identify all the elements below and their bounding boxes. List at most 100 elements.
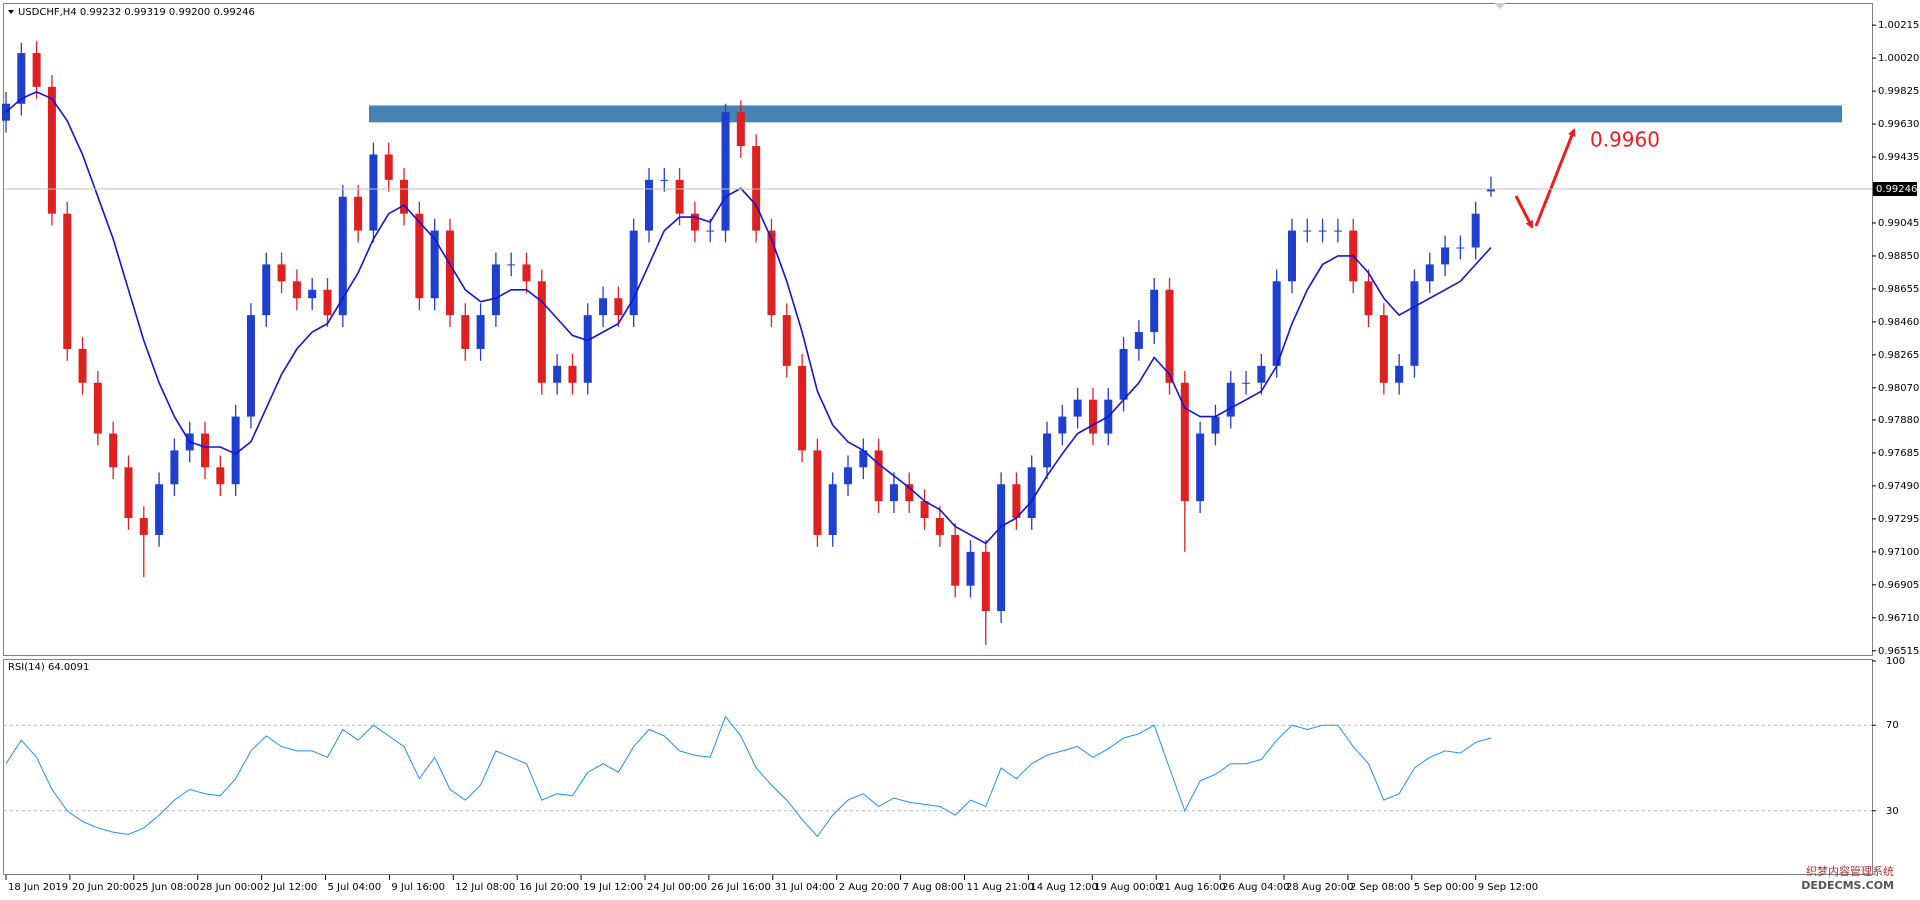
candle-body — [1456, 247, 1465, 249]
candle-body — [246, 315, 255, 417]
candle-body — [1196, 433, 1205, 502]
candle-body — [1441, 247, 1450, 265]
candle-body — [1134, 332, 1143, 349]
y-tick-label: 0.98850 — [1878, 251, 1919, 262]
candle-body — [599, 298, 608, 316]
chart-header: USDCHF,H4 0.99232 0.99319 0.99200 0.9924… — [18, 7, 255, 18]
candle-body — [32, 53, 41, 87]
candle-body — [1180, 382, 1189, 502]
candle-body — [155, 484, 164, 535]
candle-body — [782, 315, 791, 366]
candle-body — [78, 348, 87, 383]
candle-body — [507, 264, 516, 266]
candle-body — [614, 298, 623, 316]
candle-body — [323, 289, 332, 316]
x-tick-label: 5 Jul 04:00 — [328, 882, 382, 893]
rsi-panel — [3, 659, 1873, 875]
candle-body — [537, 281, 546, 383]
y-tick-label: 0.99435 — [1878, 152, 1919, 163]
candle-body — [139, 518, 148, 535]
candle-body — [721, 112, 730, 231]
x-tick-label: 9 Sep 12:00 — [1478, 882, 1538, 893]
candle-body — [430, 230, 439, 299]
arrow-down — [1514, 195, 1534, 229]
candle-body — [920, 501, 929, 519]
menu-arrow — [8, 10, 14, 14]
last-price-label: 0.99246 — [1876, 184, 1917, 195]
candle-body — [675, 179, 684, 214]
candle-body — [170, 450, 179, 485]
candle-body — [706, 230, 715, 232]
candle-body — [308, 289, 317, 299]
candle-body — [2, 103, 10, 121]
y-tick-label: 0.97685 — [1878, 448, 1919, 459]
x-tick-label: 24 Jul 00:00 — [647, 882, 707, 893]
candle-body — [17, 53, 26, 104]
candle-body — [767, 230, 776, 316]
x-tick-label: 7 Aug 08:00 — [903, 882, 964, 893]
candle-body — [1364, 281, 1373, 316]
candle-body — [629, 230, 638, 316]
candle-body — [63, 213, 72, 349]
candle-body — [813, 450, 822, 535]
y-tick-label: 0.97880 — [1878, 415, 1919, 426]
candle-body — [660, 179, 669, 181]
y-tick-label: 0.99825 — [1878, 86, 1919, 97]
candle-body — [752, 146, 761, 231]
candle-body — [1226, 382, 1235, 417]
candle-body — [1073, 399, 1082, 417]
x-tick-label: 20 Jun 20:00 — [72, 882, 136, 893]
candle-body — [354, 196, 363, 231]
candle-body — [109, 433, 118, 468]
y-tick-label: 70 — [1886, 720, 1899, 731]
x-tick-label: 19 Aug 00:00 — [1094, 882, 1161, 893]
y-tick-label: 1.00215 — [1878, 20, 1919, 31]
candle-body — [583, 315, 592, 383]
candle-body — [262, 264, 271, 316]
candle-body — [905, 484, 914, 502]
x-tick-label: 26 Aug 04:00 — [1222, 882, 1289, 893]
candle-body — [981, 551, 990, 612]
candle-body — [1165, 289, 1174, 383]
candle-body — [553, 365, 562, 383]
candle-body — [292, 281, 301, 299]
candle-body — [844, 467, 853, 485]
x-tick-label: 28 Aug 20:00 — [1286, 882, 1353, 893]
x-tick-label: 28 Jun 00:00 — [200, 882, 264, 893]
candle-body — [338, 196, 347, 316]
x-tick-label: 16 Jul 20:00 — [519, 882, 579, 893]
candle-body — [1333, 230, 1342, 232]
candle-body — [47, 86, 56, 214]
candle-body — [1379, 315, 1388, 383]
candle-body — [966, 551, 975, 586]
x-tick-label: 2 Sep 08:00 — [1350, 882, 1410, 893]
x-tick-label: 26 Jul 16:00 — [711, 882, 771, 893]
target-annotation: 0.9960 — [1590, 128, 1660, 152]
y-tick-label: 30 — [1886, 806, 1899, 817]
y-tick-label: 1.00020 — [1878, 53, 1919, 64]
x-tick-label: 11 Aug 21:00 — [967, 882, 1034, 893]
candle-body — [491, 264, 500, 316]
y-tick-label: 100 — [1886, 656, 1905, 667]
y-tick-label: 0.97100 — [1878, 547, 1919, 558]
candle-body — [369, 154, 378, 231]
candle-body — [951, 534, 960, 586]
y-tick-label: 0.96710 — [1878, 613, 1919, 624]
candle-body — [1242, 382, 1251, 384]
candle-body — [997, 484, 1006, 612]
candle-body — [216, 467, 225, 485]
candle-body — [690, 213, 699, 231]
candle-body — [277, 264, 286, 282]
candle-body — [874, 450, 883, 502]
x-tick-label: 19 Jul 12:00 — [583, 882, 643, 893]
y-tick-label: 0.99630 — [1878, 119, 1919, 130]
candle-body — [1471, 213, 1480, 248]
y-tick-label: 0.97295 — [1878, 514, 1919, 525]
candle-body — [461, 315, 470, 349]
x-tick-label: 25 Jun 08:00 — [136, 882, 200, 893]
candle-body — [476, 315, 485, 349]
x-tick-label: 14 Aug 12:00 — [1030, 882, 1097, 893]
candle-body — [1318, 230, 1327, 232]
